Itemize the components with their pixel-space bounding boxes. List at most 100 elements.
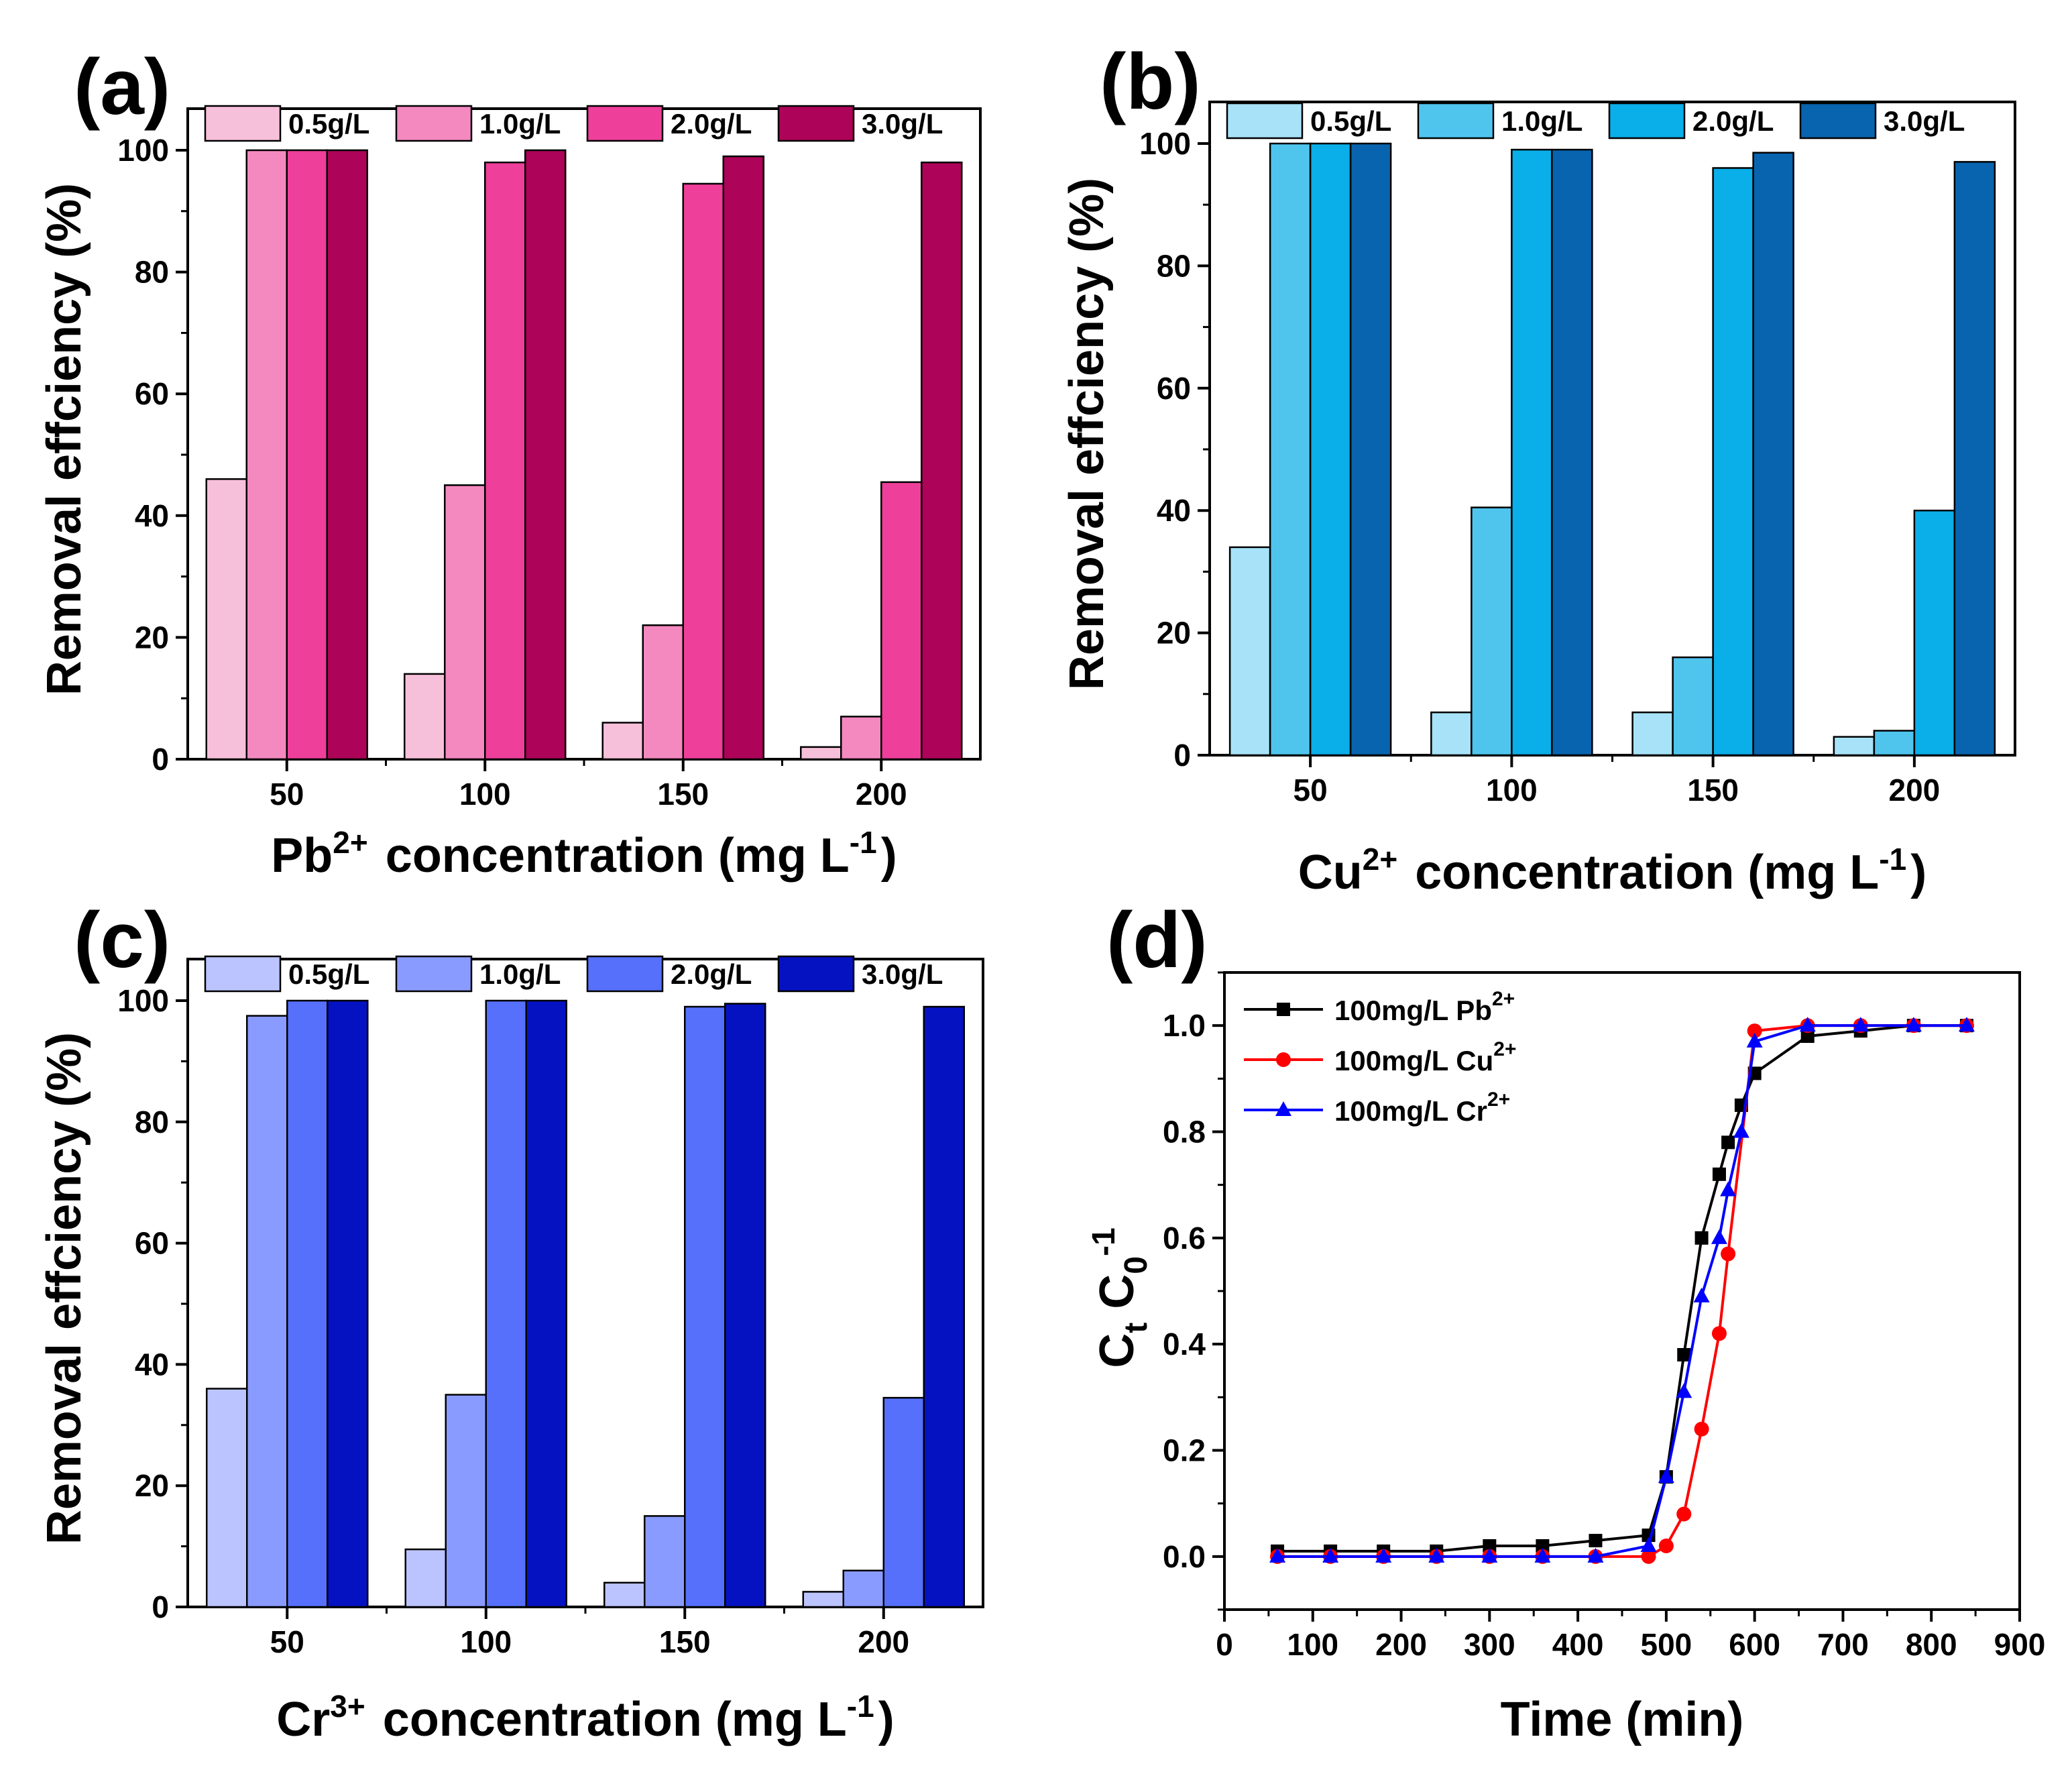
- panel-label: (a): [74, 43, 170, 131]
- bar-2.0g/L-200: [1913, 509, 1956, 757]
- data-point-triangle: [1269, 1547, 1286, 1563]
- legend-marker: [1277, 1003, 1290, 1016]
- bar-3.0g/L-150: [1752, 152, 1794, 757]
- legend-label: 1.0g/L: [479, 958, 561, 990]
- data-point-square: [1694, 1231, 1709, 1245]
- data-point-circle: [1658, 1539, 1674, 1553]
- data-point-triangle: [1658, 1468, 1674, 1484]
- x-tick-label: 100: [1486, 773, 1538, 807]
- legend-label: 0.5g/L: [1310, 105, 1391, 137]
- bar-2.0g/L-100: [1511, 148, 1553, 757]
- y-tick-label: 20: [1157, 616, 1191, 651]
- bar-1.0g/L-50: [245, 149, 288, 761]
- bar-2.0g/L-100: [484, 161, 526, 761]
- data-point-triangle: [1693, 1287, 1710, 1302]
- y-tick-label: 60: [1157, 371, 1191, 406]
- x-tick-label: 50: [270, 777, 304, 812]
- x-tick-label: 150: [1687, 773, 1739, 807]
- data-point-triangle: [1640, 1537, 1657, 1552]
- x-tick-label: 50: [1293, 773, 1328, 807]
- bar-2.0g/L-150: [682, 182, 724, 761]
- x-tick-label: 500: [1641, 1627, 1692, 1662]
- bar-2.0g/L-50: [1309, 142, 1352, 757]
- y-tick-label: 0.0: [1163, 1539, 1206, 1574]
- legend-label: 2.0g/L: [671, 108, 752, 139]
- data-point-circle: [1694, 1421, 1709, 1437]
- x-tick-label: 300: [1464, 1627, 1515, 1662]
- y-tick-label: 40: [135, 498, 169, 533]
- bar-3.0g/L-100: [525, 999, 567, 1608]
- legend-label: 100mg/L Cr2+: [1334, 1089, 1510, 1127]
- data-point-square: [1483, 1539, 1497, 1553]
- legend-marker: [1276, 1052, 1291, 1067]
- data-point-triangle: [1720, 1181, 1737, 1196]
- x-tick-label: 200: [858, 1624, 909, 1659]
- data-point-square: [1677, 1348, 1691, 1361]
- legend-swatch: [1226, 102, 1304, 139]
- bar-0.5g/L-200: [800, 746, 842, 761]
- legend-label: 1.0g/L: [1501, 105, 1582, 137]
- x-tick-label: 0: [1216, 1627, 1233, 1662]
- x-tick-label: 200: [1375, 1627, 1427, 1662]
- bar-2.0g/L-50: [286, 999, 329, 1608]
- y-axis-title: Ct C0-1: [1086, 1227, 1154, 1368]
- bar-3.0g/L-200: [1953, 161, 1996, 757]
- panel-label: (d): [1106, 896, 1208, 985]
- data-point-triangle: [1676, 1383, 1692, 1398]
- legend-label: 3.0g/L: [862, 108, 943, 139]
- bar-1.0g/L-50: [246, 1015, 288, 1608]
- y-axis-title: Removal effciency (%): [38, 1032, 91, 1545]
- y-tick-label: 40: [1157, 493, 1191, 528]
- bar-2.0g/L-150: [1712, 167, 1754, 757]
- y-tick-label: 0.2: [1163, 1433, 1206, 1468]
- data-point-circle: [1747, 1023, 1762, 1039]
- bar-2.0g/L-100: [485, 999, 527, 1608]
- x-axis-title: Pb2+ concentration (mg L-1 ): [271, 825, 897, 883]
- x-tick-label: 50: [270, 1624, 304, 1659]
- y-tick-label: 100: [117, 983, 169, 1018]
- data-point-square: [1536, 1539, 1550, 1553]
- data-point-triangle: [1322, 1547, 1339, 1563]
- y-tick-label: 100: [117, 133, 169, 168]
- data-point-square: [1800, 1029, 1815, 1043]
- bar-3.0g/L-50: [326, 149, 368, 761]
- line-panel: (d) 0 100 200 300 400 500 600 700 800 900 0.0 0.2 0.4…: [1086, 896, 2045, 1746]
- bar-2.0g/L-50: [286, 149, 328, 761]
- data-point-triangle: [1375, 1547, 1392, 1563]
- data-point-triangle: [1852, 1017, 1869, 1032]
- data-point-circle: [1711, 1326, 1727, 1341]
- data-point-circle: [1641, 1549, 1656, 1564]
- legend-label: 3.0g/L: [1884, 105, 1965, 137]
- y-tick-label: 0.8: [1163, 1115, 1206, 1150]
- x-tick-label: 400: [1552, 1627, 1604, 1662]
- x-tick-label: 900: [1994, 1627, 2046, 1662]
- legend-label: 2.0g/L: [1692, 105, 1774, 137]
- legend-swatch: [1417, 102, 1495, 139]
- x-axis-title: Cr3+ concentration (mg L-1 ): [276, 1689, 894, 1746]
- bar-3.0g/L-150: [724, 1003, 766, 1608]
- legend-label: 1.0g/L: [479, 108, 561, 139]
- bar-2.0g/L-150: [684, 1005, 726, 1608]
- bar-1.0g/L-200: [840, 716, 882, 761]
- bar-1.0g/L-100: [444, 484, 486, 761]
- y-axis-title: Removal effciency (%): [1060, 178, 1114, 690]
- legend-label: 0.5g/L: [288, 958, 369, 990]
- x-tick-label: 200: [1889, 773, 1941, 807]
- bar-0.5g/L-100: [1430, 711, 1473, 757]
- y-tick-label: 80: [135, 1105, 169, 1139]
- x-tick-label: 100: [460, 1624, 512, 1659]
- bar-1.0g/L-100: [1471, 506, 1513, 757]
- x-axis-title: Time (min): [1501, 1693, 1744, 1746]
- data-point-square: [1721, 1135, 1735, 1150]
- bar-3.0g/L-100: [524, 149, 567, 761]
- y-tick-label: 60: [135, 1226, 169, 1261]
- bar-panel-2: (b) 0 20 40 60 80 100 50 100 150 200 0.5g/L 1.0g/L 2.…: [1060, 38, 2016, 899]
- data-point-square: [1712, 1167, 1726, 1181]
- bar-0.5g/L-50: [1228, 546, 1271, 757]
- y-axis-title: Removal effciency (%): [38, 183, 91, 695]
- x-tick-label: 800: [1906, 1627, 1957, 1662]
- y-tick-label: 40: [135, 1347, 169, 1382]
- bar-3.0g/L-100: [1551, 148, 1593, 757]
- x-tick-label: 200: [856, 777, 907, 812]
